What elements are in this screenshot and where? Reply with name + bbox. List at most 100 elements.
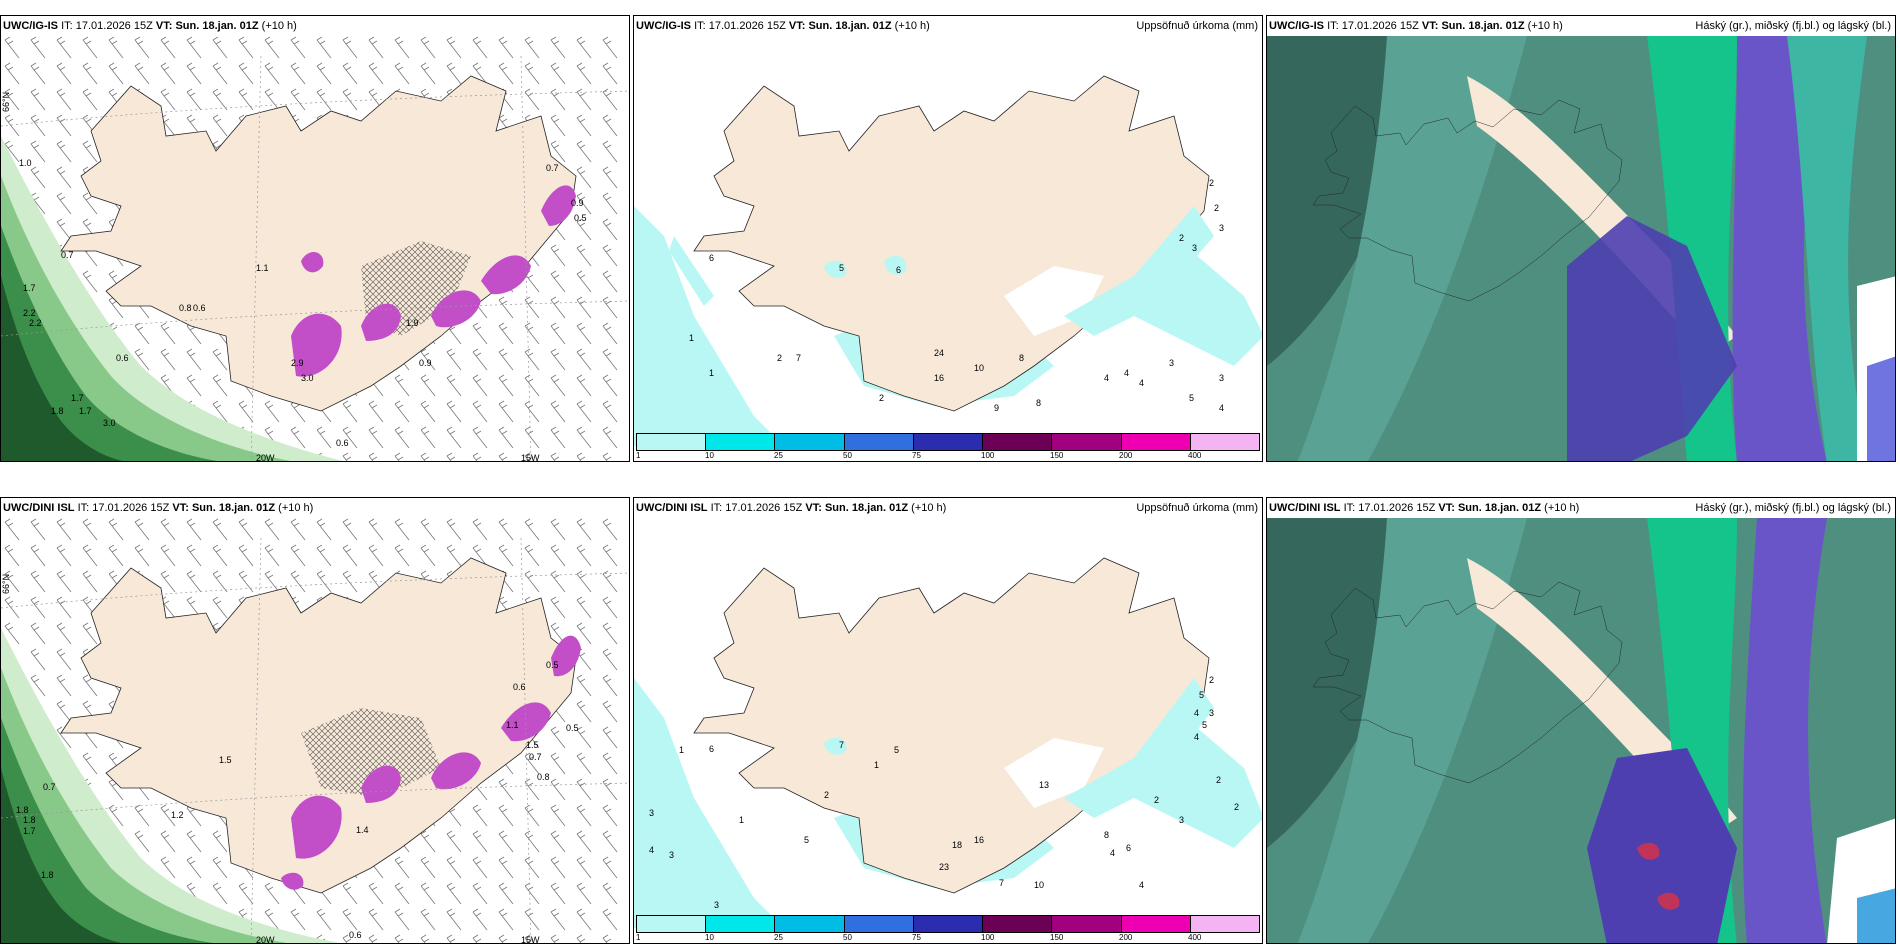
panel-field-title: Háský (gr.), miðský (fj.bl.) og lágský (…: [1695, 20, 1891, 32]
wind-value-label: 0.5: [566, 723, 579, 733]
vt-label: VT:: [1421, 20, 1439, 32]
wind-value-label: 0.7: [546, 163, 559, 173]
precip-label: 4: [1104, 373, 1109, 383]
precip-label: 9: [994, 403, 999, 413]
precip-label: 5: [894, 745, 899, 755]
cloud-map: [1267, 36, 1895, 461]
vt-label: VT:: [172, 502, 189, 514]
init-time: 17.01.2026 15Z: [75, 20, 153, 32]
wind-value-label: 0.6: [336, 438, 349, 448]
cloud-map: [1267, 518, 1895, 943]
it-label: IT:: [61, 20, 73, 32]
lead-time: (+10 h): [278, 502, 314, 514]
precip-label: 24: [934, 348, 944, 358]
precip-label: 3: [1219, 373, 1224, 383]
colorbar-tick: 25: [774, 933, 783, 942]
valid-time: Sun. 18.jan. 01Z: [191, 502, 276, 514]
wind-value-label: 3.0: [103, 418, 116, 428]
vt-label: VT:: [155, 20, 173, 32]
colorbar-tick: 1: [636, 933, 641, 942]
precip-label: 4: [1124, 368, 1129, 378]
precip-label: 5: [1189, 393, 1194, 403]
precip-map: 2 3 2 2 3 6 5 6 1 1 2 7 2 10 8 9 8 4 4 4…: [634, 36, 1262, 461]
it-label: IT:: [710, 502, 723, 514]
wind-value-label: 0.7: [61, 250, 74, 260]
wind-value-label: 0.8: [537, 772, 550, 782]
colorbar-tick: 75: [912, 451, 921, 460]
lat-label: 66°N: [1, 92, 11, 112]
precip-label: 3: [649, 808, 654, 818]
init-time: 17.01.2026 15Z: [1341, 20, 1419, 32]
precip-label: 8: [1019, 353, 1024, 363]
precip-label: 4: [649, 845, 654, 855]
it-label: IT:: [77, 502, 90, 514]
precip-label: 16: [934, 373, 944, 383]
valid-time: Sun. 18.jan. 01Z: [808, 20, 892, 32]
model-name: UWC/DINI ISL: [3, 502, 75, 514]
wind-value-label: 0.9: [571, 198, 584, 208]
panel-header: UWC/IG-IS IT: 17.01.2026 15Z VT: Sun. 18…: [1267, 16, 1895, 36]
init-time: 17.01.2026 15Z: [92, 502, 170, 514]
lead-time: (+10 h): [1527, 20, 1563, 32]
colorbar-swatch: [913, 916, 984, 932]
lead-time: (+10 h): [894, 20, 930, 32]
precip-label: 3: [669, 850, 674, 860]
valid-time: Sun. 18.jan. 01Z: [824, 502, 909, 514]
wind-value-label: 2.2: [29, 318, 42, 328]
colorbar-tick: 200: [1119, 933, 1133, 942]
panel-field-title: Uppsöfnuð úrkoma (mm): [1136, 20, 1258, 32]
wind-value-label: 0.7: [529, 752, 542, 762]
wind-value-label: 0.7: [43, 782, 56, 792]
colorbar-swatch: [775, 916, 845, 932]
colorbar-swatch: [1052, 916, 1122, 932]
lon-label-15w: 15W: [521, 453, 540, 462]
model-name: UWC/IG-IS: [3, 20, 58, 32]
colorbar-ticks: 1 10 25 50 75 100 150 200 400: [636, 933, 1260, 943]
precip-colorbar: [636, 433, 1260, 451]
colorbar-tick: 400: [1188, 933, 1202, 942]
lead-time: (+10 h): [911, 502, 947, 514]
precip-label: 2: [1209, 178, 1214, 188]
valid-time: Sun. 18.jan. 01Z: [175, 20, 259, 32]
precip-label: 2: [879, 393, 884, 403]
wind-value-label: 0.5: [546, 660, 559, 670]
precip-label: 8: [1104, 830, 1109, 840]
wind-value-label: 1.5: [219, 755, 232, 765]
colorbar-swatch: [983, 916, 1053, 932]
precip-label: 5: [1202, 720, 1207, 730]
colorbar-tick: 200: [1119, 451, 1133, 460]
panel-field-title: Uppsöfnuð úrkoma (mm): [1136, 502, 1258, 514]
wind-value-label: 1.0: [19, 158, 32, 168]
precip-label: 1: [739, 815, 744, 825]
precip-label: 3: [1169, 358, 1174, 368]
wind-value-label: 0.5: [574, 213, 587, 223]
wind-value-label: 1.7: [23, 826, 36, 836]
panel-clouds-igis: UWC/IG-IS IT: 17.01.2026 15Z VT: Sun. 18…: [1266, 15, 1896, 462]
model-name: UWC/DINI ISL: [1269, 502, 1341, 514]
colorbar-ticks: 1 10 25 50 75 100 150 200 400: [636, 451, 1260, 461]
colorbar-tick: 150: [1050, 933, 1064, 942]
colorbar-swatch: [706, 434, 776, 450]
precip-label: 3: [1179, 815, 1184, 825]
precip-label: 3: [1192, 243, 1197, 253]
lon-label-15w: 15W: [521, 935, 540, 944]
precip-label: 13: [1039, 780, 1049, 790]
colorbar-swatch: [1121, 434, 1191, 450]
wind-map: 0.5 0.6 1.1 1.5 0.7 0.8 1.5 0.7 1.8 1.8 …: [1, 518, 629, 944]
colorbar-swatch: [1190, 434, 1259, 450]
wind-value-label: 1.1: [506, 720, 519, 730]
lon-label-20w: 20W: [256, 935, 275, 944]
wind-value-label: 1.8: [41, 870, 54, 880]
model-name: UWC/DINI ISL: [636, 502, 708, 514]
precip-label: 7: [839, 740, 844, 750]
precip-label: 4: [1194, 732, 1199, 742]
colorbar-swatch: [637, 434, 707, 450]
wind-value-label: 1.8: [23, 815, 36, 825]
lon-label-20w: 20W: [256, 453, 275, 462]
wind-value-label: 0.6: [116, 353, 129, 363]
precip-label: 1: [709, 368, 714, 378]
wind-value-label: 1.7: [23, 283, 36, 293]
it-label: IT:: [1343, 502, 1356, 514]
precip-label: 3: [714, 900, 719, 910]
panel-header: UWC/DINI ISL IT: 17.01.2026 15Z VT: Sun.…: [1, 498, 629, 518]
